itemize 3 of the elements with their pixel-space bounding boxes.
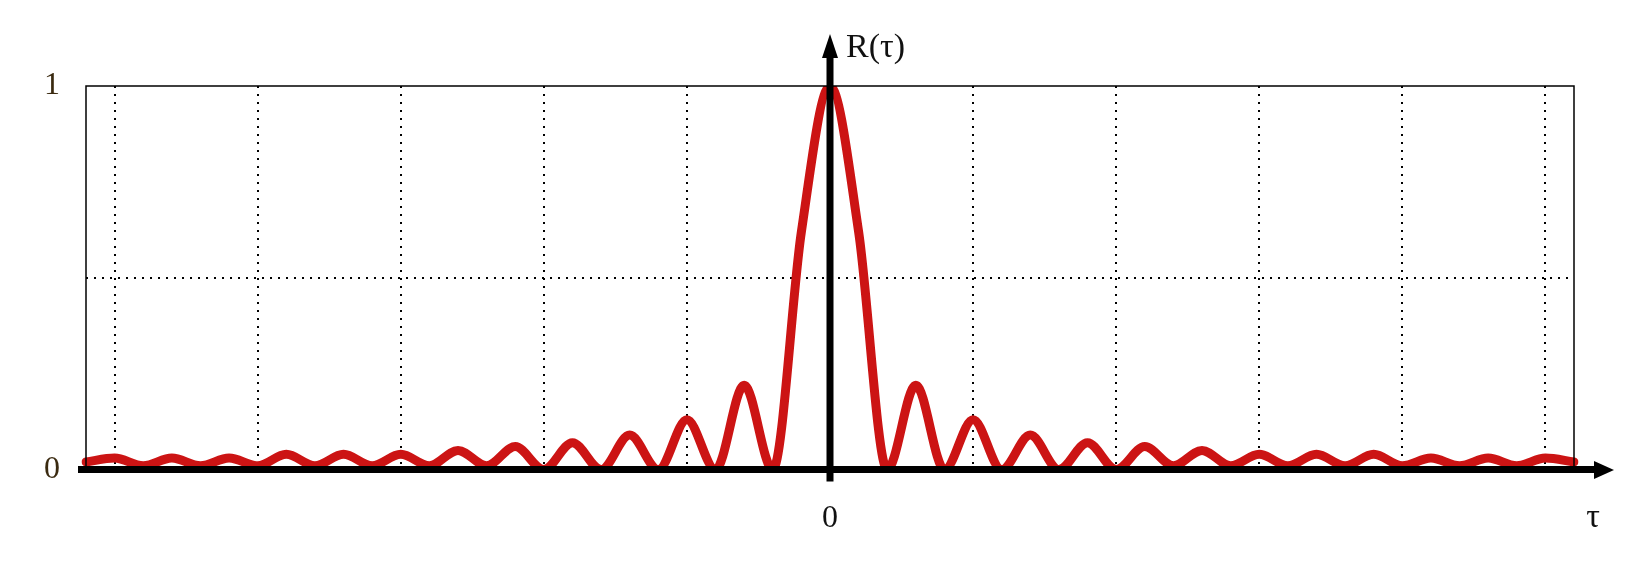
y-axis-title: R(τ)	[846, 26, 905, 65]
x-axis-title: τ	[1586, 496, 1600, 534]
y-tick-label: 1	[44, 65, 60, 102]
